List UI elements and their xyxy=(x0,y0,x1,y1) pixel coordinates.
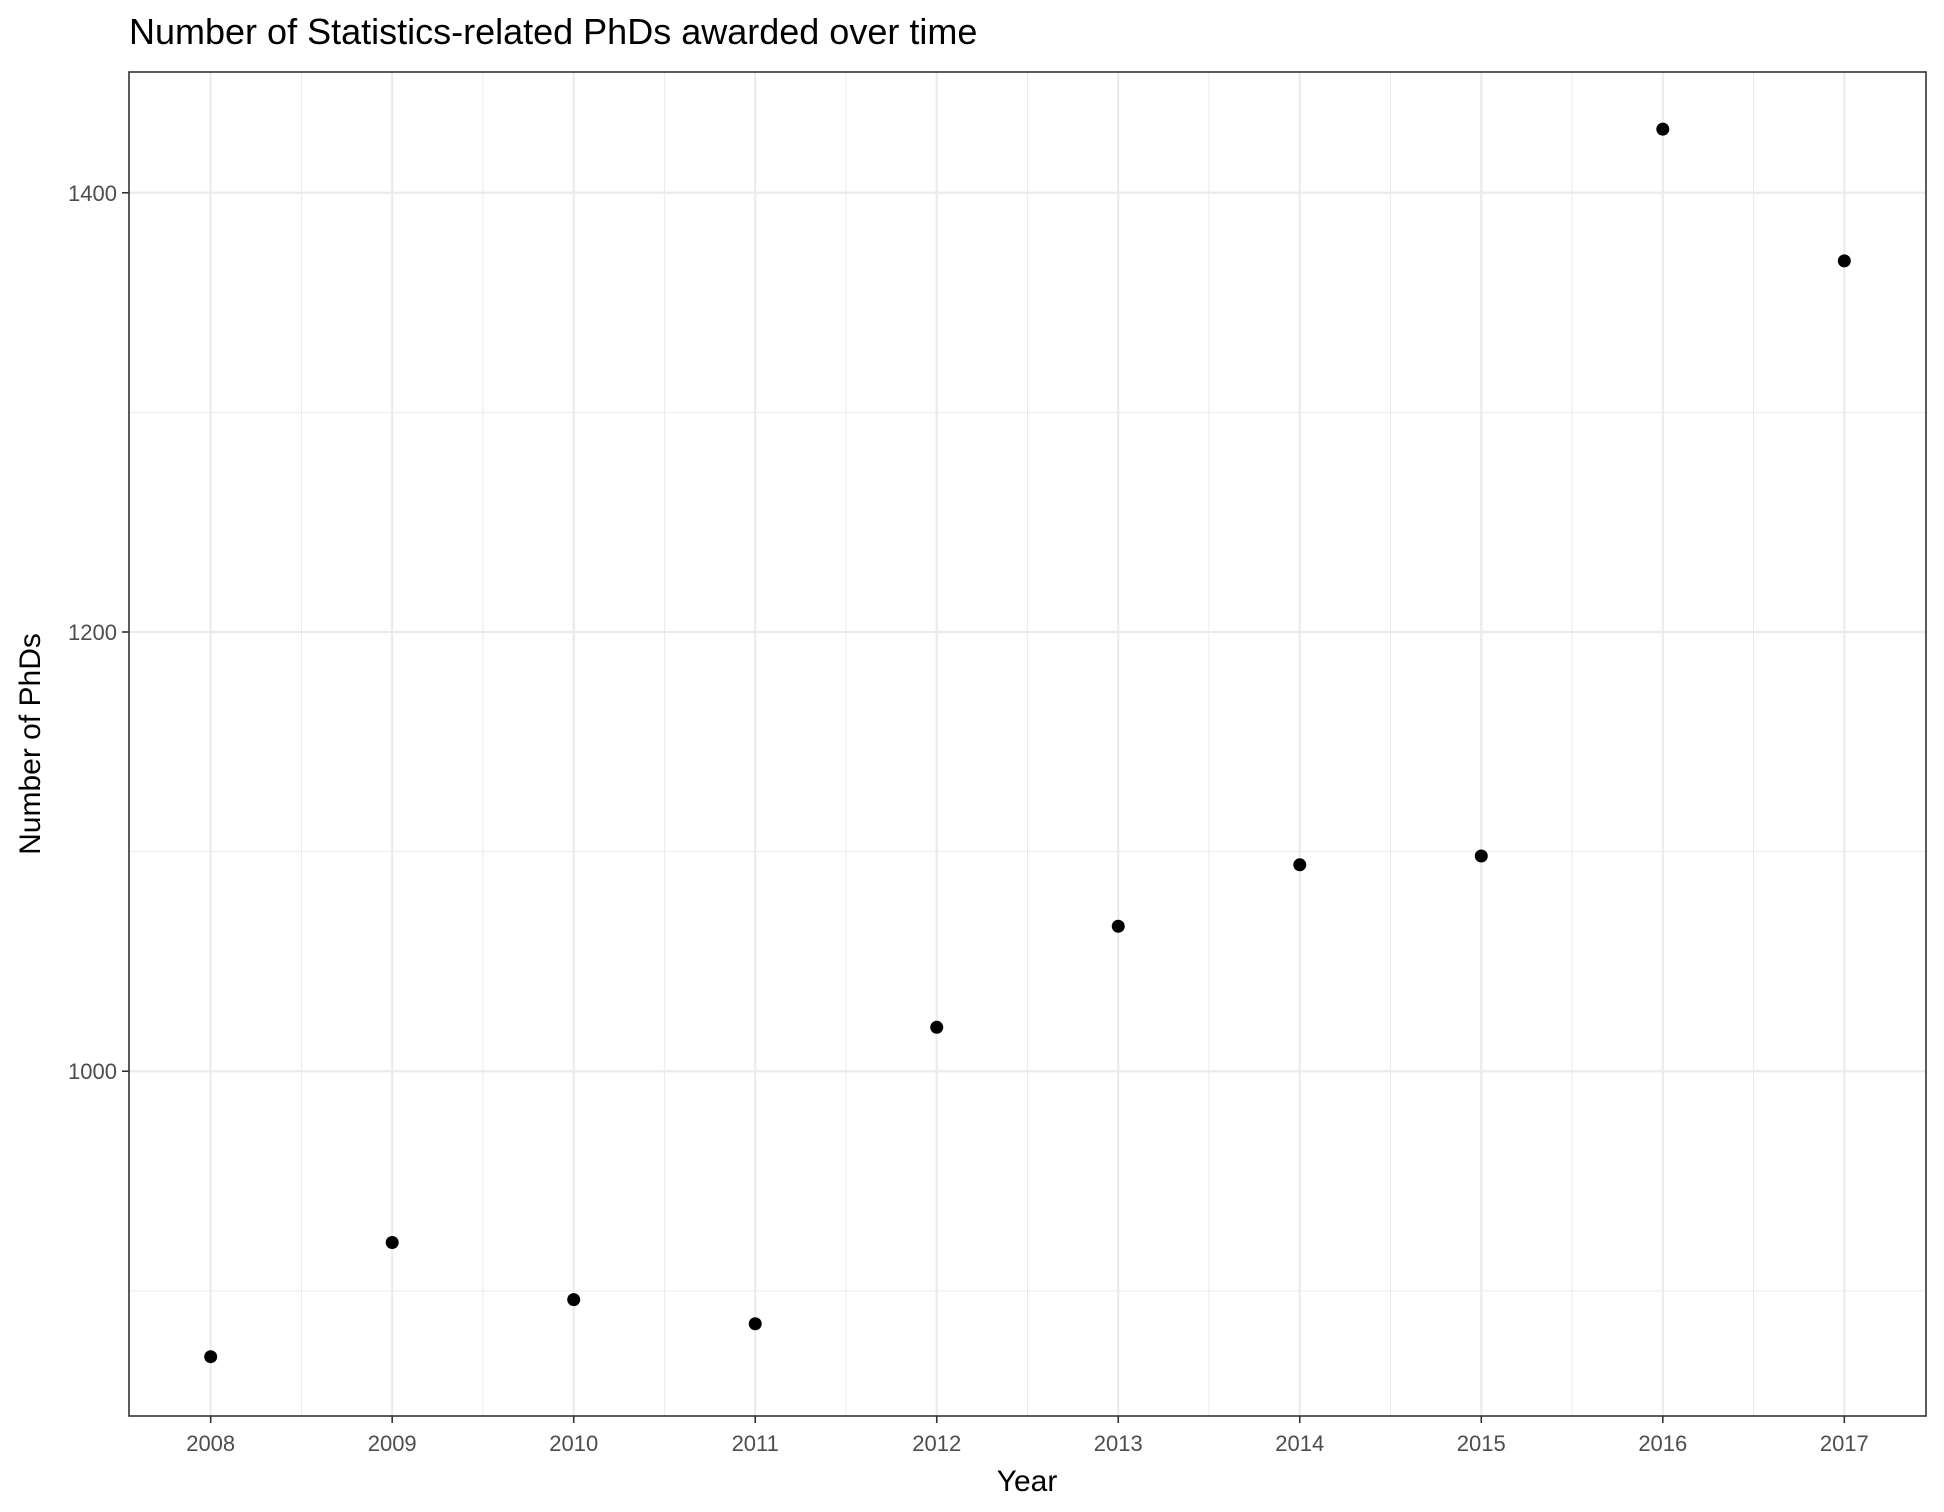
data-point xyxy=(1293,858,1307,872)
x-axis-title: Year xyxy=(997,1465,1058,1498)
x-tick-label: 2010 xyxy=(549,1431,598,1456)
data-point xyxy=(1656,122,1670,136)
x-tick-label: 2009 xyxy=(368,1431,417,1456)
major-gridlines xyxy=(129,72,1926,1416)
y-tick-label: 1200 xyxy=(68,620,117,645)
x-tick-label: 2008 xyxy=(186,1431,235,1456)
x-tick-label: 2011 xyxy=(732,1431,779,1456)
y-tick-label: 1400 xyxy=(68,181,117,206)
data-point xyxy=(385,1236,399,1250)
x-tick-label: 2016 xyxy=(1638,1431,1687,1456)
x-tick-label: 2012 xyxy=(912,1431,961,1456)
x-tick-label: 2015 xyxy=(1457,1431,1506,1456)
data-points xyxy=(204,122,1851,1364)
data-point xyxy=(204,1350,218,1364)
data-point xyxy=(1474,849,1488,863)
chart-title: Number of Statistics-related PhDs awarde… xyxy=(129,11,977,52)
y-tick-label: 1000 xyxy=(68,1059,117,1084)
minor-gridlines xyxy=(129,72,1926,1416)
x-tick-label: 2013 xyxy=(1094,1431,1143,1456)
data-point xyxy=(1111,919,1125,933)
data-point xyxy=(748,1317,762,1331)
x-axis: 2008 2009 2010 2011 2012 2013 2014 2015 2016 2017 xyxy=(186,1416,1869,1456)
data-point xyxy=(567,1293,581,1307)
data-point xyxy=(1837,254,1851,268)
x-tick-label: 2017 xyxy=(1820,1431,1869,1456)
y-axis-title: Number of PhDs xyxy=(14,633,47,855)
x-tick-label: 2014 xyxy=(1275,1431,1324,1456)
panel-border xyxy=(128,71,1927,1417)
data-point xyxy=(930,1020,944,1034)
y-axis: 1000 1200 1400 xyxy=(68,181,129,1084)
